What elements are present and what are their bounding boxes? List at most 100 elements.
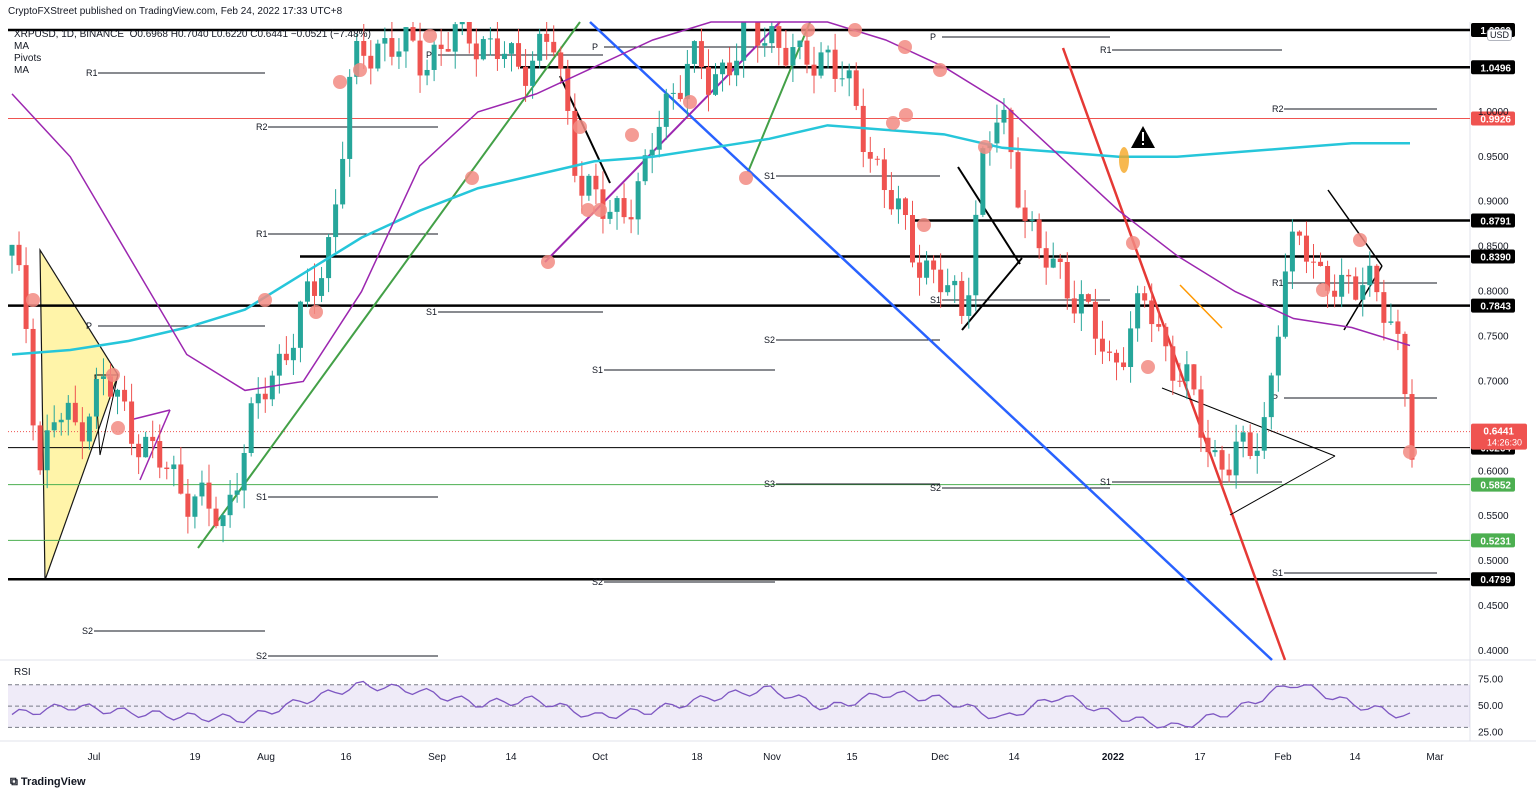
candle-body bbox=[58, 419, 64, 423]
marker-circle bbox=[978, 140, 992, 154]
candle-body bbox=[290, 347, 296, 361]
candle-body bbox=[164, 467, 170, 470]
candle-body bbox=[122, 389, 128, 402]
currency-button[interactable]: USD bbox=[1487, 29, 1513, 41]
marker-circle bbox=[625, 128, 639, 142]
pivot-label: S1 bbox=[1100, 477, 1111, 487]
candle-body bbox=[1128, 328, 1134, 368]
indicator-pivots[interactable]: Pivots bbox=[14, 53, 42, 64]
x-tick-label: 16 bbox=[340, 752, 352, 763]
candle-body bbox=[952, 280, 958, 286]
symbol[interactable]: XRPUSD, 1D, BINANCE bbox=[14, 29, 125, 40]
candle-body bbox=[727, 62, 733, 76]
candle-body bbox=[213, 508, 219, 527]
x-tick-label: 15 bbox=[846, 752, 858, 763]
candle-body bbox=[1057, 258, 1063, 263]
x-tick-label: 17 bbox=[1194, 752, 1206, 763]
candle-body bbox=[924, 260, 930, 278]
marker-circle bbox=[848, 23, 862, 37]
indicator-ma-2[interactable]: MA bbox=[14, 65, 29, 76]
candle-body bbox=[248, 403, 254, 453]
level-tag bbox=[1471, 572, 1515, 587]
pivot-label: R1 bbox=[1272, 278, 1284, 288]
candle-body bbox=[241, 452, 247, 491]
marker-circle bbox=[739, 171, 753, 185]
pivot-label: P bbox=[592, 42, 598, 52]
candle-body bbox=[1374, 265, 1380, 293]
y-tick-label: 0.5500 bbox=[1478, 511, 1509, 522]
candle-body bbox=[713, 74, 719, 95]
candle-body bbox=[1015, 152, 1021, 208]
candle-body bbox=[881, 159, 887, 191]
marker-circle bbox=[353, 63, 367, 77]
candle-body bbox=[312, 281, 318, 296]
candle-body bbox=[100, 376, 106, 379]
candle-body bbox=[1240, 432, 1246, 442]
level-tag bbox=[1471, 213, 1515, 228]
candle-body bbox=[677, 92, 683, 100]
pivot-label: S1 bbox=[930, 295, 941, 305]
candle-body bbox=[459, 22, 465, 25]
candle-body bbox=[586, 175, 592, 196]
candle-body bbox=[410, 27, 416, 41]
trendline bbox=[957, 166, 1021, 265]
marker-circle bbox=[1403, 445, 1417, 459]
candle-body bbox=[530, 60, 536, 86]
ohlc: O0.6968 H0.7040 L0.6220 C0.6441 −0.0521 … bbox=[129, 29, 371, 40]
level-tag-label: 0.5231 bbox=[1480, 536, 1511, 547]
marker-circle bbox=[423, 29, 437, 43]
candle-body bbox=[1142, 293, 1148, 301]
candle-body bbox=[192, 496, 198, 517]
candle-body bbox=[185, 493, 191, 517]
candle-body bbox=[1121, 362, 1127, 368]
candle-body bbox=[832, 49, 838, 79]
candle-body bbox=[375, 43, 381, 69]
level-tag-label: 0.4799 bbox=[1480, 575, 1511, 586]
marker-circle bbox=[333, 75, 347, 89]
candle-body bbox=[572, 110, 578, 176]
trendline bbox=[961, 257, 1023, 331]
candle-body bbox=[1106, 351, 1112, 353]
candle-body bbox=[51, 422, 57, 431]
candle-body bbox=[347, 76, 353, 159]
candle-body bbox=[1381, 292, 1387, 323]
y-tick-label: 0.8000 bbox=[1478, 287, 1509, 298]
x-tick-label: Jul bbox=[88, 752, 101, 763]
candle-body bbox=[523, 66, 529, 86]
price-levels: 1.04960.99260.87910.83900.78430.62640.58… bbox=[8, 23, 1527, 587]
brand-text: TradingView bbox=[20, 776, 86, 788]
candle-body bbox=[959, 280, 965, 316]
candle-body bbox=[93, 378, 99, 417]
grid bbox=[0, 22, 1536, 742]
y-tick-label: 0.5000 bbox=[1478, 556, 1509, 567]
x-tick-label: Aug bbox=[257, 752, 275, 763]
candle-body bbox=[150, 436, 156, 442]
candle-body bbox=[389, 38, 395, 57]
x-tick-label: Mar bbox=[1426, 752, 1444, 763]
x-tick-label: 19 bbox=[189, 752, 201, 763]
level-tag-label: 0.8791 bbox=[1480, 216, 1511, 227]
pivot-label: S2 bbox=[592, 577, 603, 587]
pivot-label: R2 bbox=[1272, 104, 1284, 114]
candle-body bbox=[1064, 262, 1070, 299]
triangle-pattern bbox=[39, 247, 119, 581]
candle-body bbox=[1318, 261, 1324, 266]
candle-body bbox=[1219, 450, 1225, 470]
marker-circle bbox=[899, 108, 913, 122]
candle-body bbox=[614, 198, 620, 212]
candle-body bbox=[888, 190, 894, 210]
candle-body bbox=[902, 198, 908, 216]
indicator-ma-1[interactable]: MA bbox=[14, 41, 29, 52]
candle-body bbox=[804, 40, 810, 65]
candle-body bbox=[297, 301, 303, 348]
pivot-label: S2 bbox=[256, 651, 267, 661]
pivot-label: P bbox=[426, 50, 432, 60]
marker-circle bbox=[933, 63, 947, 77]
candle-body bbox=[551, 41, 557, 53]
rsi-title: RSI bbox=[14, 667, 31, 678]
x-tick-label: 14 bbox=[505, 752, 517, 763]
marker-circle bbox=[541, 255, 555, 269]
y-tick-label: 0.9000 bbox=[1478, 197, 1509, 208]
candle-body bbox=[1346, 274, 1352, 277]
